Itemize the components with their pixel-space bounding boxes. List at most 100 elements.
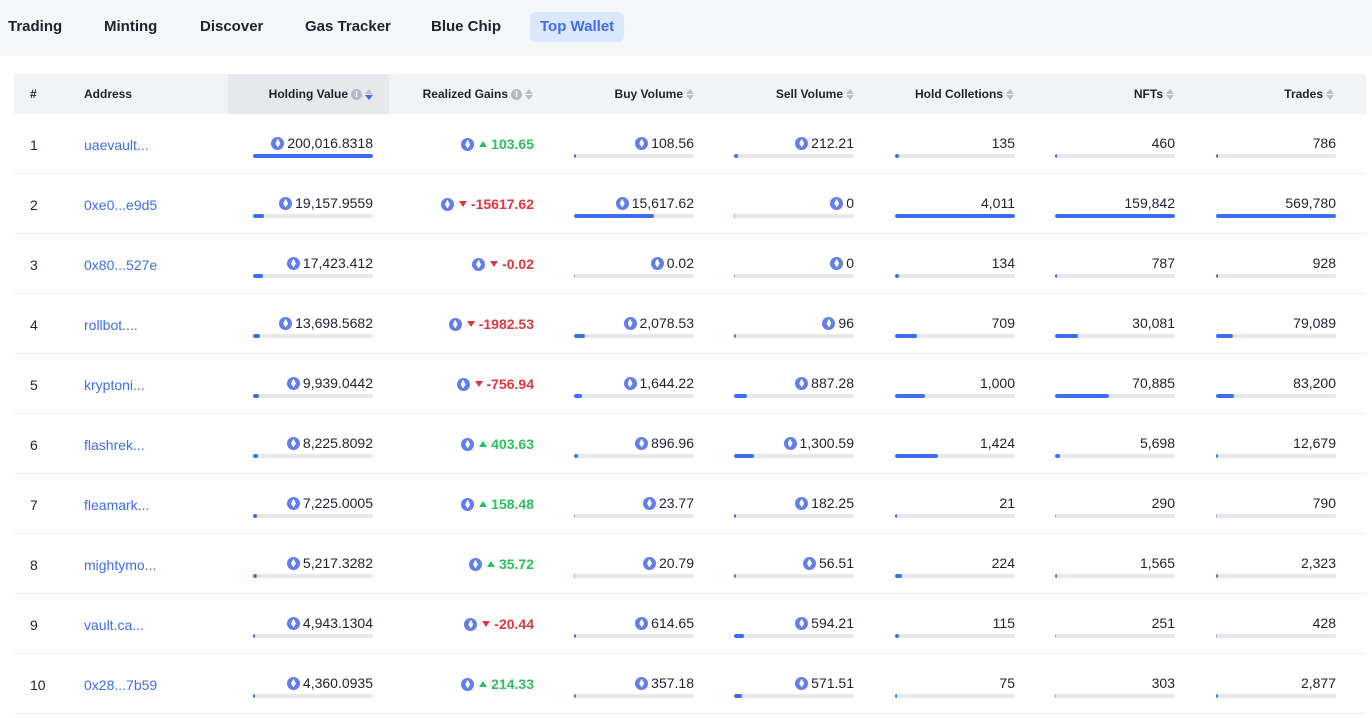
nfts-bar-fill <box>1055 154 1057 158</box>
trades-text: 79,089 <box>1293 315 1336 331</box>
header-buy-volume[interactable]: Buy Volume <box>549 74 709 114</box>
tab-blue-chip[interactable]: Blue Chip <box>431 18 501 35</box>
nfts-value: 251 <box>1152 614 1175 632</box>
table-row[interactable]: 10 0x28...7b59 214.33 4,360.0935 357.18 571.5… <box>14 654 1366 714</box>
header-nfts[interactable]: NFTs <box>1029 74 1189 114</box>
trades-text: 569,780 <box>1285 195 1336 211</box>
eth-icon <box>822 316 836 330</box>
eth-icon <box>635 676 649 690</box>
eth-icon <box>461 137 475 151</box>
table-row[interactable]: 2 0xe0...e9d5 -15617.62 19,157.9559 15,617.6… <box>14 174 1366 234</box>
nfts-value: 70,885 <box>1132 374 1175 392</box>
wallet-address-link[interactable]: 0x28...7b59 <box>84 677 158 693</box>
header-trades[interactable]: Trades <box>1189 74 1349 114</box>
trades-value: 928 <box>1313 254 1336 272</box>
header-holding-value[interactable]: Holding Value i <box>228 74 389 114</box>
eth-icon <box>286 616 300 630</box>
hold-collections-value: 1,424 <box>980 434 1015 452</box>
wallet-address-link[interactable]: rollbot.... <box>84 317 138 333</box>
nfts-cell: 1,565 <box>1055 534 1175 594</box>
realized-gains-cell: -1982.53 <box>414 294 534 354</box>
trades-cell: 928 <box>1216 234 1336 294</box>
sort-icon[interactable] <box>846 87 854 101</box>
nfts-bar <box>1055 634 1175 638</box>
wallet-address-link[interactable]: uaevault... <box>84 137 149 153</box>
eth-icon <box>461 677 475 691</box>
row-rank: 3 <box>30 257 38 273</box>
table-row[interactable]: 1 uaevault... 103.65 200,016.8318 108.56 212.… <box>14 114 1366 174</box>
trades-value: 12,679 <box>1293 434 1336 452</box>
table-row[interactable]: 5 kryptoni... -756.94 9,939.0442 1,644.22 887… <box>14 354 1366 414</box>
eth-icon <box>461 497 475 511</box>
hold-collections-cell: 709 <box>895 294 1015 354</box>
holding-value-bar <box>253 574 373 578</box>
table-row[interactable]: 6 flashrek... 403.63 8,225.8092 896.96 1,300.… <box>14 414 1366 474</box>
sell-volume-bar <box>734 154 854 158</box>
holding-value-cell: 5,217.3282 <box>253 534 373 594</box>
nfts-text: 1,565 <box>1139 555 1175 571</box>
header-hold-collections[interactable]: Hold Colletions <box>869 74 1029 114</box>
header-nfts-label: NFTs <box>1133 87 1163 101</box>
trades-bar-fill <box>1216 574 1218 578</box>
sort-icon[interactable] <box>525 87 533 101</box>
sort-icon[interactable] <box>1326 87 1334 101</box>
nfts-bar <box>1055 214 1175 218</box>
realized-gains-cell: -756.94 <box>414 354 534 414</box>
tab-trading[interactable]: Trading <box>8 18 63 35</box>
holding-value-text: 7,225.0005 <box>302 495 373 511</box>
tab-discover[interactable]: Discover <box>200 18 264 35</box>
trades-value: 2,323 <box>1301 554 1336 572</box>
table-row[interactable]: 9 vault.ca... -20.44 4,943.1304 614.65 594.21… <box>14 594 1366 654</box>
wallet-address-link[interactable]: flashrek... <box>84 437 145 453</box>
realized-gains-text: -756.94 <box>486 376 534 392</box>
buy-volume-bar-fill <box>574 214 654 218</box>
sell-volume-bar-fill <box>734 514 736 518</box>
sell-volume-text: 182.25 <box>811 495 854 511</box>
sort-icon[interactable] <box>365 87 373 101</box>
wallet-address-link[interactable]: mightymo... <box>84 557 157 573</box>
header-sell-volume[interactable]: Sell Volume <box>709 74 869 114</box>
nfts-bar <box>1055 394 1175 398</box>
sell-volume-bar-fill <box>734 694 742 698</box>
nfts-bar <box>1055 154 1175 158</box>
nfts-cell: 159,842 <box>1055 174 1175 234</box>
nfts-bar-fill <box>1055 574 1057 578</box>
tab-top-wallet[interactable]: Top Wallet <box>530 12 625 42</box>
hold-collections-bar-fill <box>895 574 902 578</box>
hold-collections-text: 224 <box>991 555 1015 571</box>
trades-value: 569,780 <box>1285 194 1336 212</box>
buy-volume-value: 20.79 <box>642 554 694 572</box>
table-row[interactable]: 8 mightymo... 35.72 5,217.3282 20.79 56.51 224… <box>14 534 1366 594</box>
tab-minting[interactable]: Minting <box>104 18 158 35</box>
wallet-address-link[interactable]: kryptoni... <box>84 377 145 393</box>
sell-volume-value: 56.51 <box>802 554 854 572</box>
buy-volume-text: 2,078.53 <box>639 315 695 331</box>
buy-volume-text: 23.77 <box>658 495 694 511</box>
row-rank: 7 <box>30 497 38 513</box>
hold-collections-value: 1,000 <box>980 374 1015 392</box>
table-row[interactable]: 4 rollbot.... -1982.53 13,698.5682 2,078.53 9… <box>14 294 1366 354</box>
table-row[interactable]: 3 0x80...527e -0.02 17,423.412 0.02 0 134 787 92… <box>14 234 1366 294</box>
eth-icon <box>802 556 816 570</box>
trades-bar <box>1216 454 1336 458</box>
sell-volume-cell: 0 <box>734 234 854 294</box>
table-row[interactable]: 7 fleamark... 158.48 7,225.0005 23.77 182.25 2… <box>14 474 1366 534</box>
sort-icon[interactable] <box>1006 87 1014 101</box>
eth-icon <box>830 256 844 270</box>
sell-volume-value: 0 <box>830 254 854 272</box>
wallet-address-link[interactable]: 0x80...527e <box>84 257 158 273</box>
hold-collections-value: 75 <box>999 674 1015 692</box>
wallet-address-link[interactable]: vault.ca... <box>84 617 144 633</box>
eth-icon <box>464 617 478 631</box>
tab-gas-tracker[interactable]: Gas Tracker <box>305 18 391 35</box>
eth-icon <box>795 676 809 690</box>
eth-icon <box>440 197 454 211</box>
wallet-address-link[interactable]: 0xe0...e9d5 <box>84 197 158 213</box>
realized-gains-text: 214.33 <box>491 676 534 692</box>
header-realized-gains[interactable]: Realized Gains i <box>389 74 549 114</box>
sort-icon[interactable] <box>686 87 694 101</box>
wallet-address-link[interactable]: fleamark... <box>84 497 150 513</box>
sort-icon[interactable] <box>1166 87 1174 101</box>
eth-icon <box>635 616 649 630</box>
hold-collections-bar-fill <box>895 154 899 158</box>
